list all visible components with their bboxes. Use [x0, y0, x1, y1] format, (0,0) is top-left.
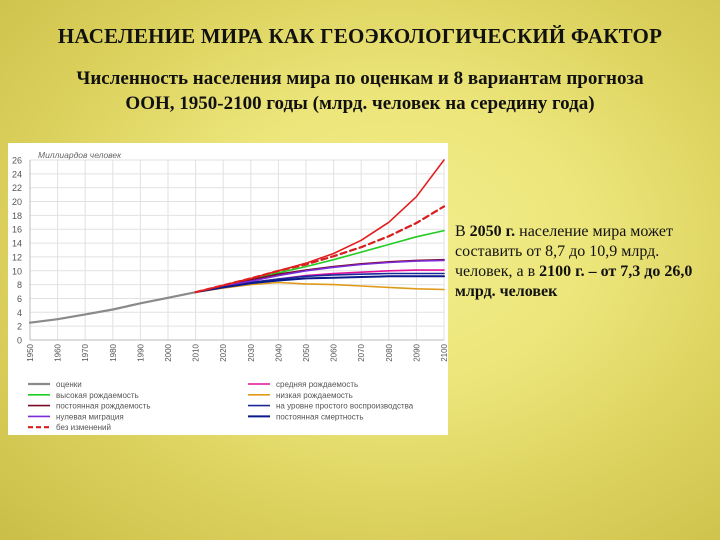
legend-label: постоянная рождаемость	[56, 402, 150, 411]
y-tick-label: 2	[17, 322, 22, 332]
series-line-3	[194, 281, 445, 293]
legend-label: без изменений	[56, 423, 111, 432]
y-axis-label: Миллиардов человек	[38, 150, 122, 160]
x-tick-label: 1990	[136, 343, 145, 361]
series-line-7	[194, 275, 445, 294]
y-tick-label: 0	[17, 336, 22, 346]
legend-label: нулевая миграция	[56, 412, 124, 421]
x-tick-label: 2040	[274, 343, 283, 361]
y-tick-label: 10	[12, 266, 22, 276]
x-tick-label: 1960	[54, 343, 63, 361]
x-tick-label: 2100	[440, 343, 448, 361]
y-tick-label: 22	[12, 183, 22, 193]
x-tick-label: 2050	[302, 343, 311, 361]
series-line-0	[28, 291, 197, 324]
x-tick-label: 2070	[357, 343, 366, 361]
note-bold-year-2050: 2050 г.	[469, 223, 516, 240]
population-chart: 0 2 4 6 8 10 12 14 16 18 20 22 24 26 1950 1960 1970 1980 1…	[8, 143, 448, 435]
forecast-note: В 2050 г. население мира может составить…	[455, 222, 713, 302]
slide-subtitle: Численность населения мира по оценкам и …	[30, 66, 690, 116]
legend-label: оценки	[56, 380, 82, 389]
x-tick-label: 2080	[385, 343, 394, 361]
y-tick-label: 14	[12, 239, 22, 249]
note-text-1: В	[455, 223, 470, 240]
slide-title: НАСЕЛЕНИЕ МИРА КАК ГЕОЭКОЛОГИЧЕСКИЙ ФАКТ…	[57, 24, 663, 48]
legend-label: постоянная смертность	[276, 412, 364, 421]
x-tick-label: 2020	[219, 343, 228, 361]
y-tick-label: 8	[17, 280, 22, 290]
y-tick-label: 18	[12, 211, 22, 221]
x-tick-label: 2010	[192, 343, 201, 361]
note-bold-2100-range: 2100 г. – от 7,3 до 26,0 млрд. человек	[455, 263, 693, 300]
x-tick-label: 2060	[330, 343, 339, 361]
legend-label: средняя рождаемость	[276, 380, 358, 389]
y-tick-label: 26	[12, 156, 22, 166]
subtitle-line-1: Численность населения мира по оценкам и …	[76, 68, 644, 89]
y-tick-label: 20	[12, 197, 22, 207]
y-tick-label: 12	[12, 252, 22, 262]
x-tick-label: 2000	[164, 343, 173, 361]
legend-label: высокая рождаемость	[56, 391, 139, 400]
x-tick-label: 2030	[247, 343, 256, 361]
y-tick-label: 6	[17, 294, 22, 304]
y-tick-label: 24	[12, 169, 22, 179]
legend-label: низкая рождаемость	[276, 391, 353, 400]
note-text-2: население мира может составить от 8,7 до…	[455, 223, 673, 280]
series-line-6	[194, 259, 445, 293]
legend-label: на уровне простого воспроизводства	[276, 402, 414, 411]
x-tick-label: 1970	[81, 343, 90, 361]
x-tick-label: 1950	[26, 343, 35, 361]
x-tick-label: 2090	[412, 343, 421, 361]
series-line-8	[194, 205, 446, 294]
y-tick-label: 16	[12, 225, 22, 235]
series-line-9	[194, 159, 445, 293]
subtitle-line-2: ООН, 1950-2100 годы (млрд. человек на се…	[125, 93, 595, 114]
x-tick-label: 1980	[109, 343, 118, 361]
y-tick-label: 4	[17, 308, 22, 318]
